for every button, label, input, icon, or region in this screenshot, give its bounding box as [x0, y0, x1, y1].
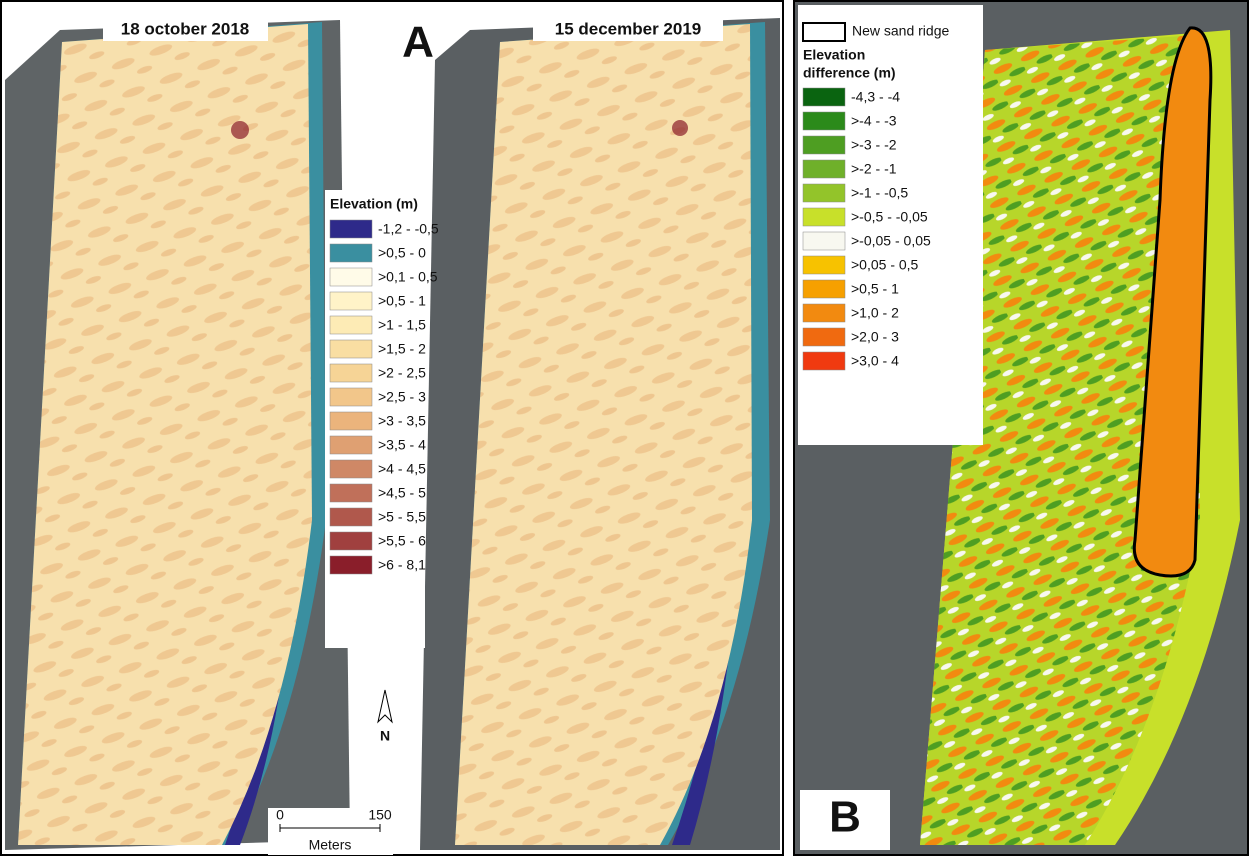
legend-label: >3 - 3,5	[378, 413, 426, 429]
legend-title: Elevation (m)	[330, 196, 418, 212]
legend-label: >-2 - -1	[851, 161, 897, 177]
legend-swatch	[803, 352, 845, 370]
legend-swatch	[803, 304, 845, 322]
scale-label: 0	[276, 807, 284, 823]
legend-swatch	[330, 292, 372, 310]
legend-swatch	[330, 244, 372, 262]
map-elevation	[455, 24, 752, 845]
legend-swatch	[330, 268, 372, 286]
legend-label: >-1 - -0,5	[851, 185, 908, 201]
legend-label: >4 - 4,5	[378, 461, 426, 477]
legend-swatch	[330, 436, 372, 454]
legend-swatch	[330, 316, 372, 334]
legend-swatch	[803, 160, 845, 178]
legend-swatch	[330, 388, 372, 406]
legend-swatch	[330, 364, 372, 382]
legend-label: >0,5 - 0	[378, 245, 426, 261]
legend-title: Elevation	[803, 47, 865, 63]
legend-swatch	[803, 232, 845, 250]
legend-swatch	[803, 112, 845, 130]
legend-swatch	[803, 208, 845, 226]
legend-label: >0,5 - 1	[851, 281, 899, 297]
legend-label: >-3 - -2	[851, 137, 897, 153]
map-title: 18 october 2018	[121, 19, 250, 38]
legend-label: >-4 - -3	[851, 113, 897, 129]
legend-label: -4,3 - -4	[851, 89, 900, 105]
legend-swatch	[803, 88, 845, 106]
legend-label: >4,5 - 5	[378, 485, 426, 501]
ridge-label: New sand ridge	[852, 23, 949, 39]
legend-label: >1,5 - 2	[378, 341, 426, 357]
legend-label: >-0,5 - -0,05	[851, 209, 928, 225]
legend-label: >0,1 - 0,5	[378, 269, 438, 285]
legend-label: -1,2 - -0,5	[378, 221, 439, 237]
legend-label: >3,0 - 4	[851, 353, 899, 369]
legend-swatch	[803, 256, 845, 274]
dune-peak	[672, 120, 688, 136]
scale-label: 150	[368, 807, 392, 823]
legend-label: >-0,05 - 0,05	[851, 233, 931, 249]
legend-title: difference (m)	[803, 65, 896, 81]
dune-peak	[231, 121, 249, 139]
legend-swatch	[330, 460, 372, 478]
panel-label: A	[402, 18, 434, 67]
legend-label: >5,5 - 6	[378, 533, 426, 549]
legend-swatch	[330, 484, 372, 502]
north-label: N	[380, 728, 390, 744]
legend-label: >0,05 - 0,5	[851, 257, 919, 273]
legend-swatch	[330, 412, 372, 430]
panel-label: B	[829, 793, 861, 842]
legend-label: >6 - 8,1	[378, 557, 426, 573]
legend-swatch	[330, 340, 372, 358]
map-title: 15 december 2019	[555, 19, 702, 38]
legend-label: >2 - 2,5	[378, 365, 426, 381]
legend-label: >0,5 - 1	[378, 293, 426, 309]
map-elevation	[18, 24, 312, 845]
legend-swatch	[330, 532, 372, 550]
legend-swatch	[803, 280, 845, 298]
legend-label: >5 - 5,5	[378, 509, 426, 525]
legend-label: >3,5 - 4	[378, 437, 426, 453]
legend-swatch	[803, 136, 845, 154]
legend-label: >2,5 - 3	[378, 389, 426, 405]
scale-unit: Meters	[309, 837, 352, 853]
legend-label: >1 - 1,5	[378, 317, 426, 333]
legend-swatch	[803, 184, 845, 202]
legend-swatch	[330, 220, 372, 238]
legend: -1,2 - -0,5 >0,5 - 0 >0,1 - 0,5 >0,5 - 1 >1 …	[330, 220, 439, 574]
legend-label: >1,0 - 2	[851, 305, 899, 321]
legend-swatch	[803, 328, 845, 346]
legend-swatch	[330, 556, 372, 574]
legend-label: >2,0 - 3	[851, 329, 899, 345]
figure: 18 october 2018 15 december 2019 A Eleva…	[0, 0, 1249, 856]
legend-swatch	[330, 508, 372, 526]
